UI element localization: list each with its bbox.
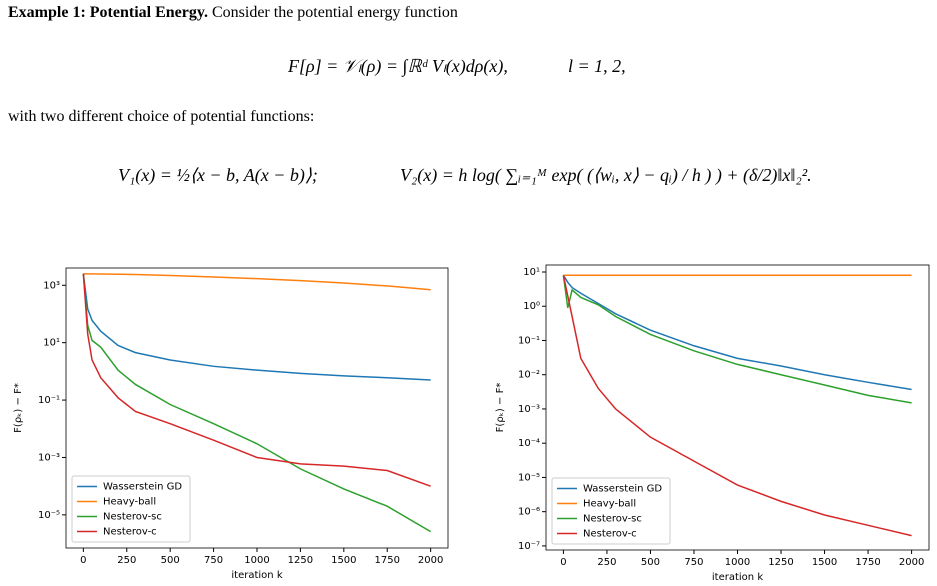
x-tick-label: 1000 [244, 555, 269, 566]
legend-box [71, 475, 191, 543]
x-tick-label: 500 [641, 557, 660, 568]
paragraph: with two different choice of potential f… [8, 108, 315, 125]
x-tick-label: 0 [560, 557, 566, 568]
x-tick-label: 0 [80, 555, 86, 566]
y-tick-label: 10⁻¹ [38, 395, 60, 406]
legend-label: Heavy-ball [103, 497, 156, 508]
y-tick-label: 10⁻⁵ [38, 510, 60, 521]
equation: F[ρ] = 𝒱ₗ(ρ) = ∫ℝᵈ Vₗ(x)dρ(x), [288, 56, 508, 76]
legend-label: Nesterov-sc [103, 512, 162, 523]
data-line [82, 273, 431, 381]
y-axis-label: F(ρₖ) − F* [13, 383, 24, 433]
legend-label: Wasserstein GD [583, 484, 662, 495]
y-tick-label: 10⁻³ [38, 452, 60, 463]
data-line [82, 273, 432, 533]
intro-text: Consider the potential energy function [211, 4, 458, 21]
legend-label: Wasserstein GD [103, 482, 182, 493]
x-tick-label: 750 [684, 557, 703, 568]
y-tick-label: 10⁻¹ [518, 335, 540, 346]
x-tick-label: 2000 [899, 557, 924, 568]
x-axis-label: iteration k [231, 570, 282, 581]
legend-label: Heavy-ball [583, 499, 636, 510]
x-axis-label: iteration k [712, 572, 763, 583]
data-line [82, 273, 431, 487]
x-tick-label: 250 [597, 557, 616, 568]
data-line [562, 274, 912, 391]
legend-box [551, 477, 671, 545]
equation-condition: l = 1, 2, [568, 56, 626, 76]
legend-label: Nesterov-sc [583, 514, 642, 525]
legend-label: Nesterov-c [583, 529, 637, 540]
y-tick-label: 10⁻³ [518, 404, 540, 415]
y-tick-label: 10⁻⁶ [518, 507, 540, 518]
x-tick-label: 2000 [418, 555, 443, 566]
x-tick-label: 1250 [288, 555, 313, 566]
y-tick-label: 10¹ [523, 267, 540, 278]
y-tick-label: 10⁻⁷ [518, 541, 540, 552]
legend-label: Nesterov-c [103, 527, 157, 538]
y-tick-label: 10⁻² [518, 370, 540, 381]
y-tick-label: 10⁻⁴ [518, 438, 540, 449]
paragraph: Example 1: Potential Energy. Consider th… [8, 4, 458, 22]
x-tick-label: 1250 [768, 557, 793, 568]
y-tick-label: 10⁰ [523, 301, 540, 312]
x-tick-label: 1000 [725, 557, 750, 568]
plot-frame [545, 264, 930, 551]
y-tick-label: 10¹ [43, 338, 60, 349]
y-tick-label: 10³ [43, 280, 60, 291]
data-line [83, 273, 431, 291]
data-line [562, 275, 912, 404]
x-tick-label: 750 [204, 555, 223, 566]
plot-frame [65, 267, 449, 549]
example-label: Example 1: Potential Energy. [8, 4, 208, 21]
equation: V₂(x) = h log( ∑ᵢ₌₁ᴹ exp( (⟨wᵢ, x⟩ − qᵢ)… [400, 165, 812, 185]
x-tick-label: 1500 [812, 557, 837, 568]
equation: V₁(x) = ½⟨x − b, A(x − b)⟩; [118, 165, 318, 185]
x-tick-label: 1750 [855, 557, 880, 568]
data-line [562, 275, 912, 537]
x-tick-label: 1750 [375, 555, 400, 566]
y-axis-label: F(ρₖ) − F* [495, 383, 506, 433]
x-tick-label: 250 [117, 555, 136, 566]
x-tick-label: 1500 [331, 555, 356, 566]
x-tick-label: 500 [161, 555, 180, 566]
y-tick-label: 10⁻⁵ [518, 472, 540, 483]
